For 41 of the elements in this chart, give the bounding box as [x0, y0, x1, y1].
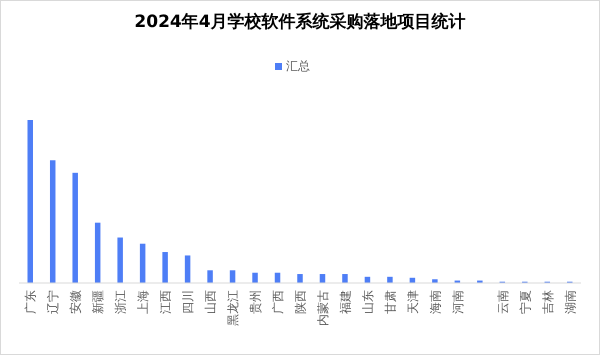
x-tick-label: 新疆	[91, 290, 106, 314]
bar	[320, 274, 326, 283]
x-tick-label: 黑龙江	[226, 290, 240, 326]
x-tick-label: 河南	[450, 290, 465, 314]
bar	[297, 274, 303, 283]
x-tick-label: 广西	[271, 290, 286, 314]
bar	[72, 172, 78, 283]
x-tick-label: 贵州	[248, 290, 263, 314]
chart-title: 2024年4月学校软件系统采购落地项目统计	[134, 12, 466, 32]
x-tick-label: 江西	[158, 290, 173, 314]
x-tick-label: 上海	[136, 290, 150, 314]
x-tick-label: 内蒙古	[316, 290, 330, 326]
x-tick-label: 广东	[24, 290, 38, 314]
x-tick-label: 山西	[204, 290, 218, 314]
bar	[230, 270, 236, 283]
x-tick-label: 陕西	[294, 290, 308, 314]
legend-label: 汇总	[286, 59, 310, 73]
bar	[50, 160, 56, 283]
bar	[184, 255, 190, 283]
x-tick-label: 辽宁	[46, 290, 60, 314]
bar	[207, 270, 213, 283]
x-tick-label: 四川	[181, 290, 196, 314]
x-tick-label: 浙江	[114, 290, 128, 314]
x-tick-label: 湖南	[563, 290, 578, 314]
x-tick-label: 山东	[360, 290, 375, 314]
bar	[342, 274, 348, 283]
x-tick-label: 天津	[406, 290, 420, 314]
bar	[117, 238, 123, 283]
bar	[162, 252, 168, 283]
x-tick-label: 福建	[338, 290, 352, 314]
x-tick-label: 甘肃	[383, 290, 398, 314]
x-tick-label: 安徽	[68, 290, 83, 314]
bar	[274, 272, 280, 283]
x-tick-label: 云南	[496, 290, 510, 314]
bar	[27, 120, 33, 283]
bar	[140, 244, 146, 283]
x-tick-label: 海南	[428, 290, 442, 314]
x-tick-label: 吉林	[540, 290, 555, 314]
x-tick-label: 宁夏	[518, 290, 532, 314]
bar	[94, 222, 100, 283]
bar	[252, 272, 258, 283]
